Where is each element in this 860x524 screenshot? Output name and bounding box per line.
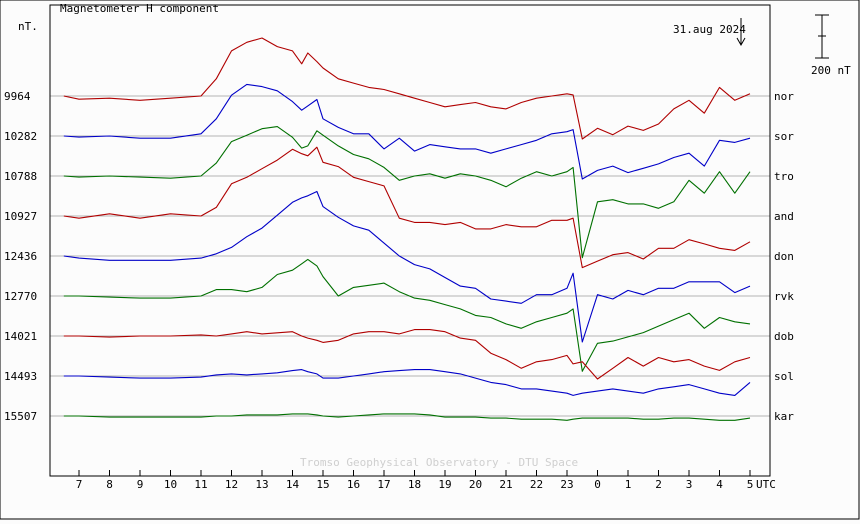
x-tick-label: 10 [164,478,177,491]
plot-frame [49,4,771,477]
series-line-nor [63,37,751,140]
x-tick-labels: 7 8 9 10 11 12 13 14 15 16 17 18 19 20 21 22 23 0 1 2 3 4 5 [76,470,754,491]
x-tick-label: 2 [655,478,662,491]
x-tick-label: 13 [255,478,268,491]
date-label: 31.aug 2024 [673,23,746,36]
x-tick-label: 11 [194,478,207,491]
scale-bar [815,14,829,59]
x-tick-label: 18 [408,478,421,491]
chart-title: Magnetometer H component [60,2,219,15]
x-tick-label: 12 [225,478,238,491]
series-line-tro [63,126,751,259]
baseline-label-and: 10927 [4,210,37,223]
station-code-sol: sol [774,370,794,383]
baseline-label-nor: 9964 [4,90,31,103]
x-tick-label: 3 [686,478,693,491]
series-line-sor [63,83,751,180]
station-code-and: and [774,210,794,223]
series-line-don [63,190,751,343]
series-line-kar [63,413,751,421]
baseline-label-dob: 14021 [4,330,37,343]
x-tick-label: 8 [106,478,113,491]
station-code-nor: nor [774,90,794,103]
date-arrow [736,18,746,47]
series-line-rvk [63,258,751,372]
series-lines [63,37,751,421]
baseline-label-sor: 10282 [4,130,37,143]
x-tick-label: 9 [137,478,144,491]
x-tick-label: 7 [76,478,83,491]
x-tick-label: 20 [469,478,482,491]
scale-label: 200 nT [811,64,851,77]
series-line-sol [63,369,751,396]
baseline-label-rvk: 12770 [4,290,37,303]
x-tick-label: 19 [438,478,451,491]
station-code-don: don [774,250,794,263]
x-tick-label: 22 [530,478,543,491]
x-tick-label: 15 [316,478,329,491]
station-code-dob: dob [774,330,794,343]
x-tick-label: 0 [594,478,601,491]
x-axis-label: UTC [756,478,776,491]
x-tick-label: 17 [377,478,390,491]
station-code-tro: tro [774,170,794,183]
y-unit-label: nT. [18,20,38,33]
station-code-rvk: rvk [774,290,794,303]
x-tick-label: 5 [747,478,754,491]
x-tick-label: 1 [625,478,632,491]
station-codes: nor sor tro and don rvk dob sol kar [774,90,794,423]
station-code-sor: sor [774,130,794,143]
baseline-label-tro: 10788 [4,170,37,183]
series-line-and [63,146,751,269]
baseline-label-don: 12436 [4,250,37,263]
x-tick-label: 4 [716,478,723,491]
x-tick-label: 16 [347,478,360,491]
baseline-labels: 9964 10282 10788 10927 12436 12770 14021 14493 1… [4,90,37,423]
x-tick-label: 23 [560,478,573,491]
grid [50,95,770,417]
baseline-label-sol: 14493 [4,370,37,383]
credit-text: Tromso Geophysical Observatory - DTU Spa… [300,456,578,469]
baseline-label-kar: 15507 [4,410,37,423]
x-tick-label: 14 [286,478,300,491]
station-code-kar: kar [774,410,794,423]
x-tick-label: 21 [499,478,512,491]
series-line-dob [63,329,751,380]
